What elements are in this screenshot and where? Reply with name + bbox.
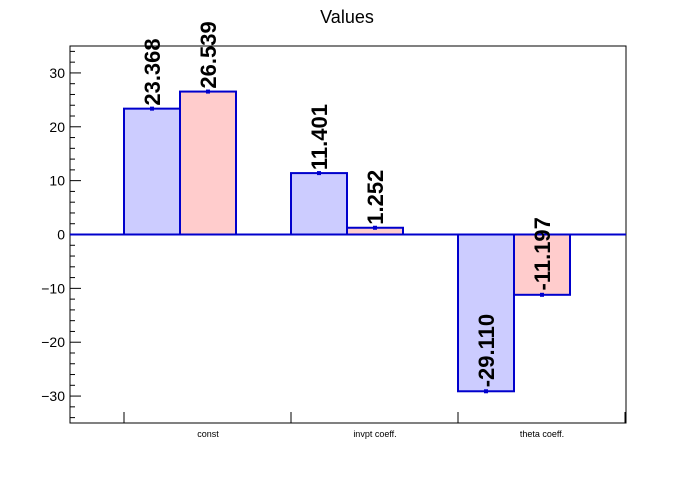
chart-title: Values [320,7,374,27]
bar-end-marker [373,225,377,230]
bar-end-marker [317,171,321,176]
axis-ticks: −30 −20 −10 0 10 20 30 const invpt coeff. theta c… [41,50,626,439]
bar [123,107,181,236]
bar-value-label: 11.401 [307,104,332,170]
bar [179,90,237,236]
x-category-label: theta coeff. [520,429,564,439]
y-tick-label: −30 [41,388,65,404]
bars [123,89,571,394]
x-category-label: const [197,429,219,439]
y-tick-label: 0 [57,227,65,243]
y-tick-label: 30 [49,65,65,81]
y-tick-label: −20 [41,334,65,350]
bar [513,233,571,296]
bar-value-label: 26.539 [196,21,221,88]
bar-value-label: -11.197 [530,217,555,290]
bar-value-label: 1.252 [363,170,388,225]
bar-end-marker [540,292,544,297]
bar [457,233,515,393]
data-labels: 23.368 11.401 -29.110 26.539 1.252 -11.197 [140,21,555,387]
bar-end-marker [150,106,154,111]
y-tick-label: 20 [49,119,65,135]
bar-end-marker [206,89,210,94]
bar [290,172,348,236]
y-tick-label: −10 [41,280,65,296]
bar-value-label: -29.110 [474,314,499,387]
bar-value-label: 23.368 [140,38,165,105]
x-category-label: invpt coeff. [353,429,396,439]
y-tick-label: 10 [49,173,65,189]
bar-end-marker [484,389,488,394]
